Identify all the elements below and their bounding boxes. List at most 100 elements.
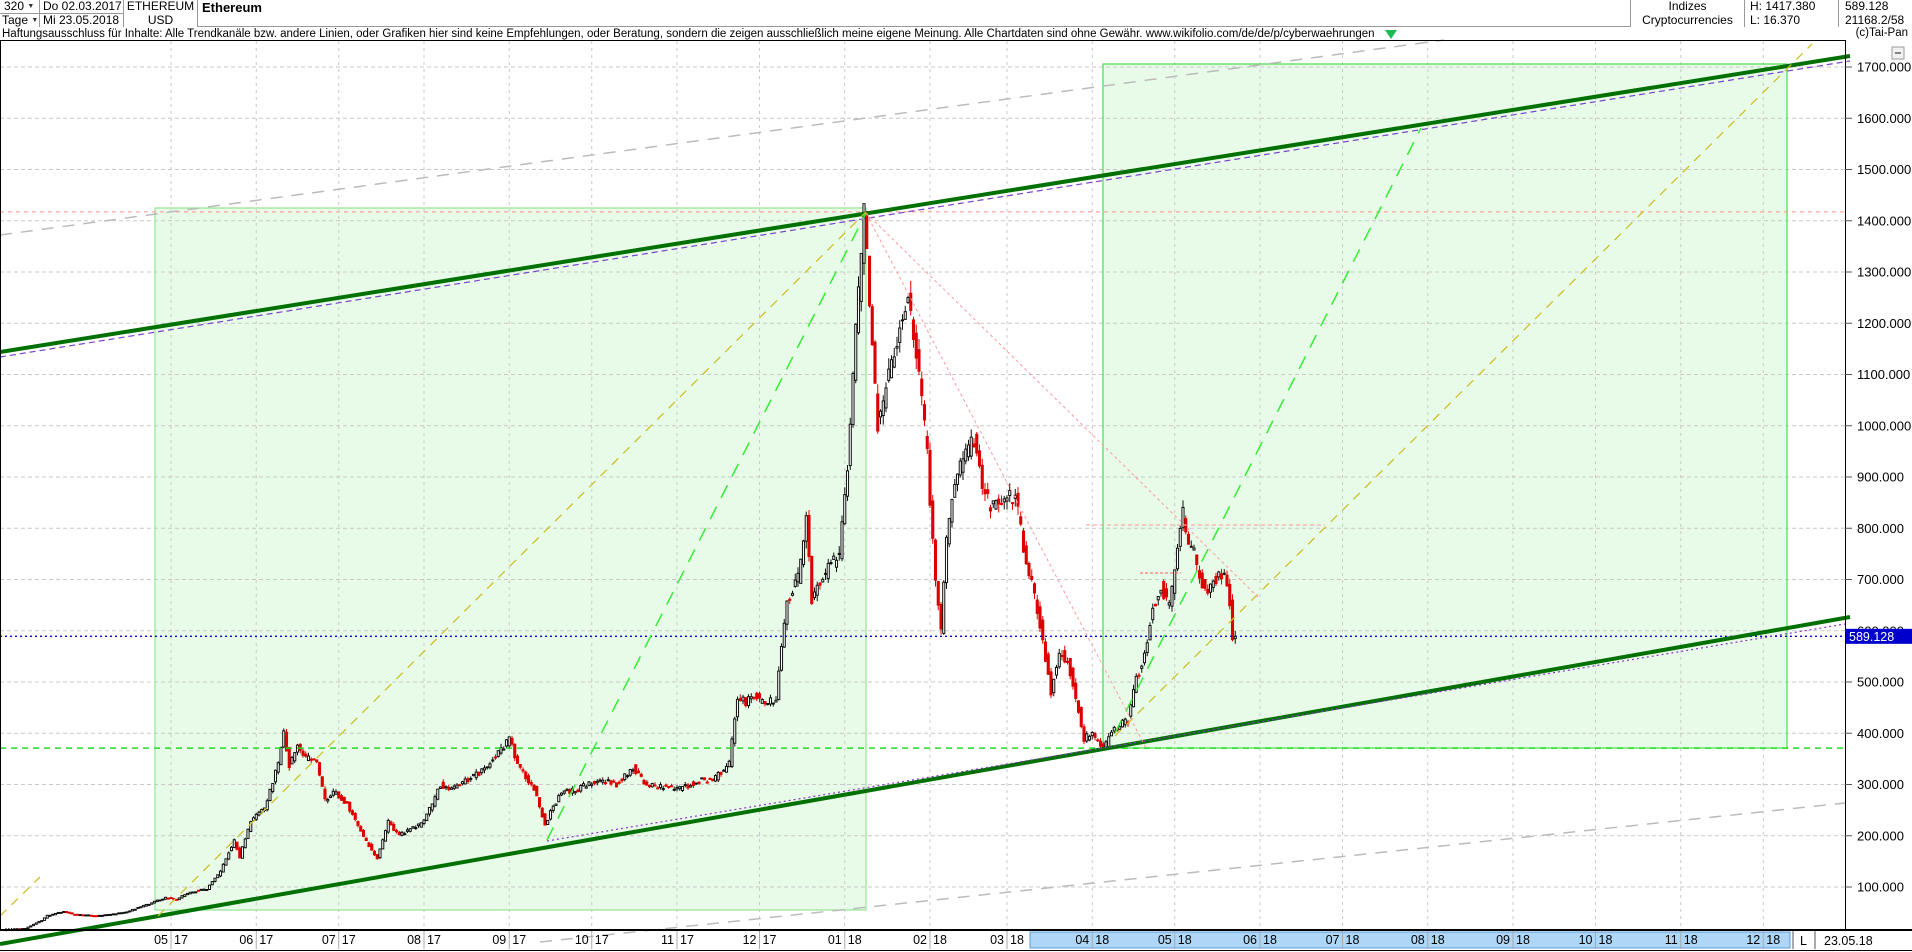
candle-down [708, 777, 712, 780]
candle-up [218, 870, 223, 877]
candle-up [889, 359, 894, 379]
candle-down [397, 831, 401, 836]
candle-down [980, 464, 984, 489]
candle-up [887, 368, 891, 381]
candle-down [1225, 574, 1229, 587]
x-tick-year: 18 [1766, 933, 1780, 947]
y-tick-label: 500.000 [1857, 675, 1904, 690]
x-tick-year: 17 [259, 933, 273, 947]
candle-up [815, 584, 819, 596]
candle-down [370, 843, 374, 851]
candle-up [45, 914, 49, 919]
candle-down [1030, 575, 1034, 580]
candle-up [1087, 735, 1092, 741]
candle-down [235, 841, 239, 850]
candle-down [1019, 516, 1023, 525]
candle-down [636, 770, 641, 774]
candle-up [1178, 528, 1182, 547]
x-tick-month: 01 [828, 933, 842, 947]
candle-up [581, 783, 586, 787]
candle-up [485, 766, 489, 769]
candle-up [606, 779, 610, 782]
candle-up [680, 786, 685, 792]
candle-up [243, 838, 247, 849]
candle-up [848, 423, 852, 467]
x-tick-month: 08 [407, 933, 421, 947]
candle-up [892, 356, 896, 368]
candle-up [240, 846, 245, 859]
y-tick-label: 1700.000 [1857, 60, 1911, 75]
candle-down [1197, 570, 1202, 579]
candle-up [961, 458, 965, 473]
candle-up [103, 914, 107, 917]
candle-down [477, 771, 481, 776]
candle-down [466, 778, 470, 783]
main-channel-upper [0, 54, 1851, 354]
group-indizes: Indizes [1630, 0, 1744, 14]
candle-up [557, 795, 561, 803]
candle-up [282, 730, 286, 748]
candle-down [518, 764, 522, 768]
x-tick-year: 17 [342, 933, 356, 947]
wikifolio-link[interactable]: www.wikifolio.com/de/de/p/cyberwaehrunge… [1145, 28, 1375, 40]
minimize-box[interactable] [1891, 46, 1905, 60]
candle-down [70, 912, 74, 915]
candle-down [592, 780, 597, 784]
x-tick-year: 18 [1346, 933, 1360, 947]
candle-up [381, 839, 385, 850]
x-tick-month: 02 [913, 933, 927, 947]
last-date-value: 23.05.18 [1824, 934, 1873, 948]
x-tick-month: 09 [492, 933, 506, 947]
candle-down [870, 306, 874, 346]
visible-range-scrollbar[interactable] [1029, 931, 1791, 949]
candle-down [524, 771, 528, 780]
candle-up [480, 768, 484, 774]
y-tick-label: 900.000 [1857, 470, 1904, 485]
candle-up [452, 785, 456, 789]
candle-up [469, 777, 473, 780]
candle-up [276, 762, 280, 773]
candle-down [1024, 545, 1028, 565]
candle-up [507, 736, 511, 747]
period-dropdown[interactable]: Tage ▼ [0, 14, 40, 27]
candle-down [174, 898, 179, 901]
candle-up [306, 755, 311, 762]
y-tick-label: 1100.000 [1857, 367, 1910, 382]
candle-up [436, 788, 440, 800]
candle-down [909, 292, 913, 311]
candle-up [34, 922, 38, 925]
candle-up [1109, 731, 1114, 737]
candle-up [254, 813, 258, 820]
candle-up [227, 852, 231, 860]
candle-down [656, 787, 660, 790]
candle-up [185, 892, 190, 896]
candle-down [535, 785, 539, 797]
candle-up [249, 821, 253, 833]
candle-up [900, 319, 905, 322]
candle-down [936, 580, 940, 606]
candle-down [1046, 653, 1050, 675]
x-tick-year: 17 [512, 933, 526, 947]
candle-up [947, 518, 951, 545]
candle-up [774, 699, 778, 703]
candle-up [881, 400, 885, 417]
candle-up [733, 718, 737, 744]
x-tick-year: 18 [933, 933, 947, 947]
taipan-copyright: (c)Tai-Pan [1855, 27, 1908, 39]
yellow-fan-2018 [1114, 43, 1813, 737]
candle-up [177, 897, 181, 901]
bars-count-dropdown[interactable]: 320 ▼ [0, 0, 40, 14]
candle-up [854, 323, 858, 381]
candle-down [1068, 657, 1072, 677]
candle-up [1208, 583, 1213, 593]
candle-down [532, 784, 536, 791]
candle-up [595, 780, 599, 784]
candle-down [1065, 660, 1070, 663]
candle-down [818, 582, 822, 586]
candle-up [460, 781, 465, 785]
candle-up [400, 831, 404, 836]
candle-down [1228, 583, 1232, 607]
candle-up [144, 903, 148, 907]
candle-up [771, 702, 775, 705]
